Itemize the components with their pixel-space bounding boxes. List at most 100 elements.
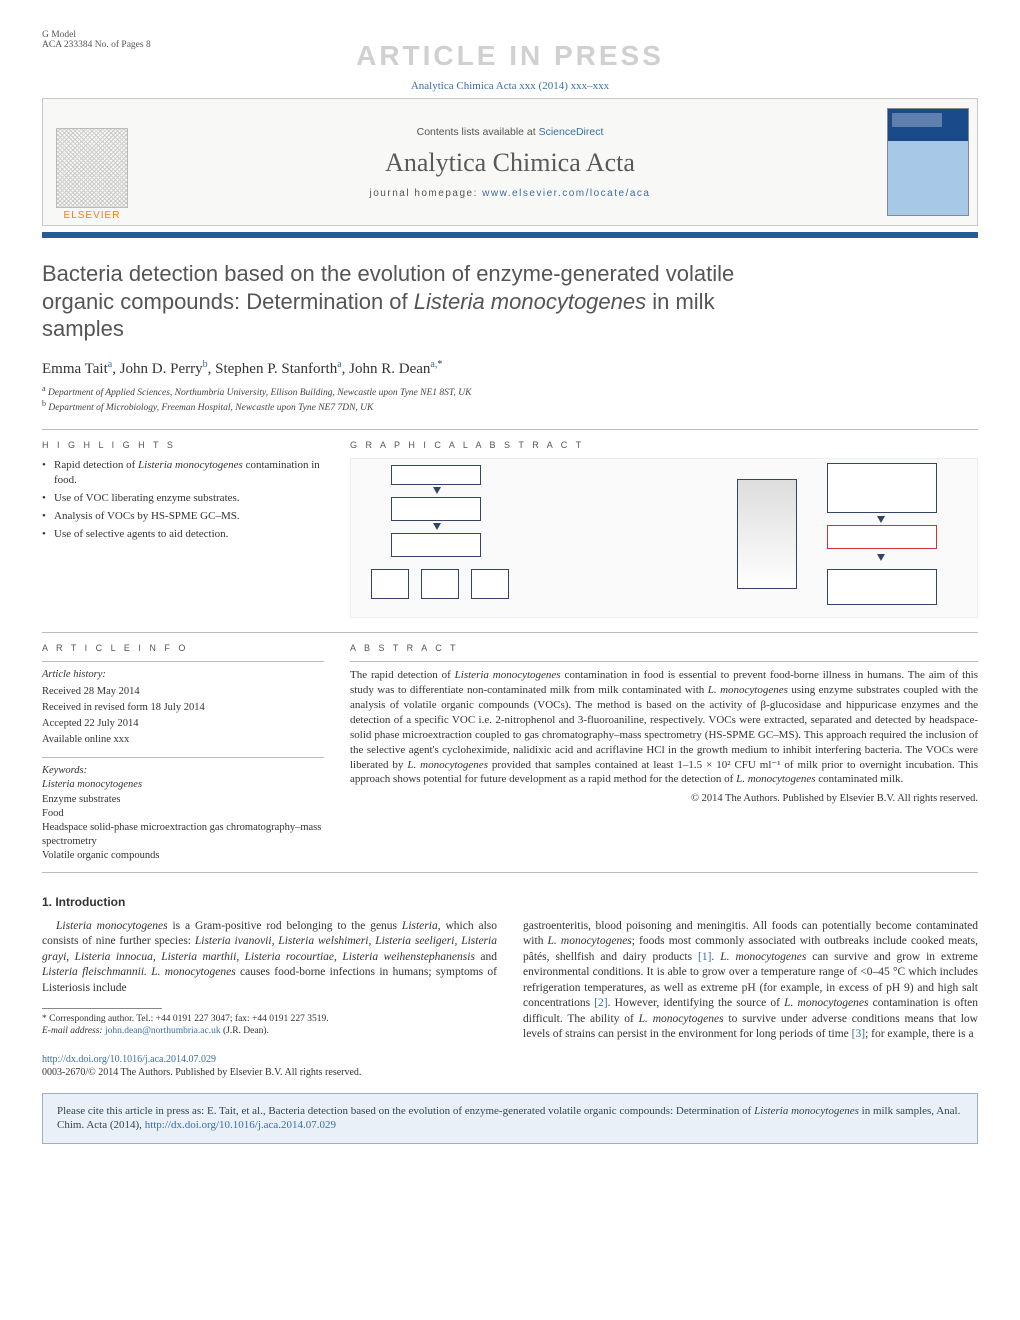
highlight-item: Rapid detection of Listeria monocytogene… [42, 458, 324, 488]
doi-link[interactable]: http://dx.doi.org/10.1016/j.aca.2014.07.… [42, 1054, 216, 1065]
intro-paragraph: Listeria monocytogenes is a Gram-positiv… [42, 919, 497, 997]
homepage-line: journal homepage: www.elsevier.com/locat… [370, 188, 651, 199]
ga-box-icon [391, 465, 481, 485]
publisher-logo-block: ELSEVIER [43, 99, 141, 225]
ga-molecule-icon [421, 569, 459, 599]
title-line1: Bacteria detection based on the evolutio… [42, 261, 734, 286]
homepage-link[interactable]: www.elsevier.com/locate/aca [482, 188, 650, 199]
abstract-text: The rapid detection of Listeria monocyto… [350, 668, 978, 787]
footnote-divider [42, 1008, 162, 1009]
author-1-sup: a [108, 359, 112, 370]
contents-line: Contents lists available at ScienceDirec… [417, 126, 604, 138]
ga-vial-icon [737, 479, 797, 589]
ga-box-icon [827, 525, 937, 549]
homepage-prefix: journal homepage: [370, 188, 483, 199]
citation-box: Please cite this article in press as: E.… [42, 1093, 978, 1145]
journal-cover-icon [887, 108, 969, 216]
ga-heading: G R A P H I C A L A B S T R A C T [350, 440, 978, 450]
email-link[interactable]: john.dean@northumbria.ac.uk [105, 1026, 221, 1036]
info-heading: A R T I C L E I N F O [42, 643, 324, 653]
received-date: Received 28 May 2014 [42, 685, 324, 699]
highlights-block: H I G H L I G H T S Rapid detection of L… [42, 440, 324, 618]
elsevier-tree-icon [56, 128, 128, 208]
author-1: Emma Tait [42, 361, 108, 377]
sciencedirect-link[interactable]: ScienceDirect [539, 126, 604, 138]
elsevier-label: ELSEVIER [64, 210, 121, 221]
intro-paragraph: gastroenteritis, blood poisoning and men… [523, 919, 978, 1043]
affil-b-text: Department of Microbiology, Freeman Hosp… [48, 404, 373, 414]
keyword-item: Food [42, 807, 324, 821]
hl-ital: Listeria monocytogenes [138, 459, 243, 471]
arrow-down-icon [433, 523, 441, 530]
keywords-block: Keywords: Listeria monocytogenes Enzyme … [42, 764, 324, 863]
author-2-sup: b [203, 359, 208, 370]
hl-text: Use of selective agents to aid detection… [54, 528, 228, 540]
model-number: ACA 233384 No. of Pages 8 [42, 40, 151, 50]
email-label: E-mail address: [42, 1026, 105, 1036]
cite-ital: Listeria monocytogenes [754, 1105, 859, 1117]
keyword-item: Volatile organic compounds [42, 849, 324, 863]
keyword-item: Listeria monocytogenes [42, 778, 324, 792]
affiliations: a Department of Applied Sciences, Northu… [42, 384, 978, 416]
email-person: (J.R. Dean). [221, 1026, 269, 1036]
ga-box-icon [391, 533, 481, 557]
divider [42, 429, 978, 430]
contents-prefix: Contents lists available at [417, 126, 539, 138]
divider [42, 872, 978, 873]
cite-doi-link[interactable]: http://dx.doi.org/10.1016/j.aca.2014.07.… [145, 1119, 336, 1131]
corresponding-star-icon: * [437, 359, 442, 370]
journal-title: Analytica Chimica Acta [385, 148, 635, 178]
graphical-abstract-block: G R A P H I C A L A B S T R A C T [350, 440, 978, 618]
hl-text: Rapid detection of [54, 459, 138, 471]
arrow-down-icon [433, 487, 441, 494]
copyright-line: © 2014 The Authors. Published by Elsevie… [350, 793, 978, 804]
journal-ref-link[interactable]: Analytica Chimica Acta xxx (2014) xxx–xx… [411, 80, 609, 92]
ga-box-icon [827, 569, 937, 605]
affil-a: a Department of Applied Sciences, Northu… [42, 384, 978, 400]
ga-box-icon [827, 463, 937, 513]
body-columns: Listeria monocytogenes is a Gram-positiv… [42, 919, 978, 1043]
title-line2-pre: organic compounds: Determination of [42, 289, 414, 314]
history-label: Article history: [42, 668, 324, 682]
highlights-heading: H I G H L I G H T S [42, 440, 324, 450]
hl-text: Use of VOC liberating enzyme substrates. [54, 492, 240, 504]
corresponding-footnote: * Corresponding author. Tel.: +44 0191 2… [42, 1013, 497, 1038]
ga-molecule-icon [371, 569, 409, 599]
abstract-block: A B S T R A C T The rapid detection of L… [350, 643, 978, 863]
info-abstract-row: A R T I C L E I N F O Article history: R… [42, 643, 978, 863]
highlight-item: Use of VOC liberating enzyme substrates. [42, 491, 324, 506]
arrow-down-icon [877, 554, 885, 561]
banner-center: Contents lists available at ScienceDirec… [141, 99, 879, 225]
cite-pre: Please cite this article in press as: E.… [57, 1105, 754, 1117]
revised-date: Received in revised form 18 July 2014 [42, 701, 324, 715]
online-date: Available online xxx [42, 733, 324, 747]
highlight-item: Use of selective agents to aid detection… [42, 527, 324, 542]
highlight-item: Analysis of VOCs by HS-SPME GC–MS. [42, 509, 324, 524]
keyword-item: Headspace solid-phase microextraction ga… [42, 821, 324, 849]
accepted-date: Accepted 22 July 2014 [42, 717, 324, 731]
graphical-abstract-image [350, 458, 978, 618]
blue-divider [42, 232, 978, 238]
affil-b: b Department of Microbiology, Freeman Ho… [42, 399, 978, 415]
divider [42, 757, 324, 758]
cover-thumb-block [879, 99, 977, 225]
email-line: E-mail address: john.dean@northumbria.ac… [42, 1025, 497, 1037]
article-title: Bacteria detection based on the evolutio… [42, 260, 978, 343]
divider [350, 661, 978, 662]
divider [42, 632, 978, 633]
abstract-heading: A B S T R A C T [350, 643, 978, 653]
issn-copyright: 0003-2670/© 2014 The Authors. Published … [42, 1067, 361, 1078]
journal-banner: ELSEVIER Contents lists available at Sci… [42, 98, 978, 226]
keyword-item: Enzyme substrates [42, 793, 324, 807]
highlights-ga-row: H I G H L I G H T S Rapid detection of L… [42, 440, 978, 618]
g-model-label: G Model [42, 30, 76, 40]
corr-author-line: * Corresponding author. Tel.: +44 0191 2… [42, 1013, 497, 1025]
arrow-down-icon [877, 516, 885, 523]
author-4: John R. Dean [349, 361, 430, 377]
affil-a-text: Department of Applied Sciences, Northumb… [48, 388, 472, 398]
title-line2-ital: Listeria monocytogenes [414, 289, 646, 314]
watermark-text: ARTICLE IN PRESS [42, 40, 978, 72]
divider [42, 661, 324, 662]
journal-reference: Analytica Chimica Acta xxx (2014) xxx–xx… [42, 80, 978, 92]
highlights-list: Rapid detection of Listeria monocytogene… [42, 458, 324, 541]
